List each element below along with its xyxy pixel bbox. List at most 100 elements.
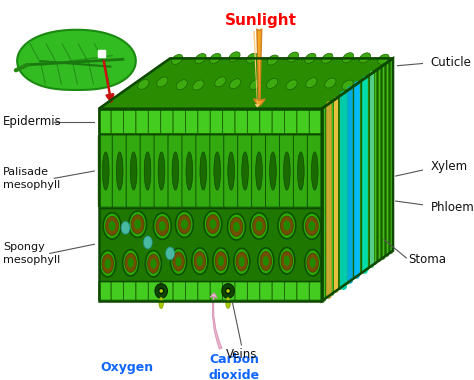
Text: Xylem: Xylem: [430, 160, 468, 173]
FancyBboxPatch shape: [280, 135, 294, 207]
FancyBboxPatch shape: [307, 135, 322, 207]
Ellipse shape: [278, 212, 296, 239]
FancyBboxPatch shape: [235, 282, 247, 300]
Ellipse shape: [194, 252, 206, 271]
FancyBboxPatch shape: [196, 135, 210, 207]
FancyBboxPatch shape: [272, 110, 284, 133]
Ellipse shape: [186, 152, 193, 190]
Ellipse shape: [159, 221, 166, 231]
Ellipse shape: [131, 215, 144, 234]
Ellipse shape: [207, 215, 219, 234]
FancyBboxPatch shape: [124, 110, 136, 133]
Ellipse shape: [155, 283, 167, 298]
Ellipse shape: [204, 211, 222, 238]
Text: Sunlight: Sunlight: [225, 13, 297, 28]
Ellipse shape: [129, 211, 146, 238]
FancyBboxPatch shape: [168, 135, 183, 207]
FancyBboxPatch shape: [198, 282, 210, 300]
Ellipse shape: [157, 77, 168, 87]
Ellipse shape: [128, 258, 134, 268]
Ellipse shape: [143, 236, 152, 249]
Ellipse shape: [159, 298, 164, 308]
FancyBboxPatch shape: [210, 110, 223, 133]
FancyBboxPatch shape: [161, 282, 173, 300]
Ellipse shape: [256, 221, 263, 231]
Ellipse shape: [267, 55, 278, 65]
Ellipse shape: [172, 152, 179, 190]
Ellipse shape: [130, 152, 137, 190]
FancyBboxPatch shape: [99, 110, 111, 133]
Ellipse shape: [125, 253, 137, 272]
Ellipse shape: [175, 211, 193, 238]
Ellipse shape: [322, 53, 333, 63]
Ellipse shape: [310, 258, 316, 268]
Text: Spongy
mesophyll: Spongy mesophyll: [3, 242, 61, 264]
Ellipse shape: [228, 152, 235, 190]
Ellipse shape: [378, 54, 389, 64]
Ellipse shape: [218, 256, 224, 266]
Ellipse shape: [283, 152, 290, 190]
Ellipse shape: [342, 53, 354, 63]
Polygon shape: [99, 135, 322, 207]
Ellipse shape: [286, 80, 297, 90]
Polygon shape: [99, 59, 393, 109]
FancyBboxPatch shape: [98, 135, 113, 207]
Text: Carbon
dioxide: Carbon dioxide: [209, 353, 260, 380]
Text: Palisade
mesophyll: Palisade mesophyll: [3, 167, 61, 190]
Text: Epidermis: Epidermis: [3, 115, 62, 128]
Polygon shape: [98, 50, 105, 57]
FancyBboxPatch shape: [260, 282, 272, 300]
FancyBboxPatch shape: [136, 110, 148, 133]
Ellipse shape: [138, 79, 149, 89]
Ellipse shape: [210, 219, 216, 229]
Text: Veins: Veins: [226, 348, 257, 361]
Ellipse shape: [105, 259, 111, 269]
FancyBboxPatch shape: [223, 282, 235, 300]
Ellipse shape: [116, 152, 123, 190]
FancyBboxPatch shape: [247, 110, 260, 133]
Ellipse shape: [193, 80, 204, 90]
FancyBboxPatch shape: [161, 110, 173, 133]
FancyBboxPatch shape: [260, 110, 272, 133]
Ellipse shape: [222, 283, 234, 298]
FancyBboxPatch shape: [224, 135, 238, 207]
Ellipse shape: [134, 219, 141, 229]
Text: Stoma: Stoma: [408, 253, 446, 266]
Ellipse shape: [213, 248, 229, 274]
Ellipse shape: [158, 152, 165, 190]
Ellipse shape: [176, 80, 187, 90]
Ellipse shape: [165, 247, 174, 260]
Ellipse shape: [306, 78, 317, 88]
Ellipse shape: [103, 213, 121, 239]
Text: Cuticle: Cuticle: [430, 57, 471, 70]
Ellipse shape: [230, 217, 243, 236]
Ellipse shape: [226, 288, 231, 294]
FancyBboxPatch shape: [173, 110, 185, 133]
Ellipse shape: [311, 152, 318, 190]
FancyBboxPatch shape: [310, 282, 322, 300]
Ellipse shape: [303, 213, 321, 239]
Ellipse shape: [175, 256, 182, 266]
Ellipse shape: [197, 256, 203, 266]
Ellipse shape: [229, 79, 241, 89]
Ellipse shape: [102, 254, 114, 273]
FancyBboxPatch shape: [173, 282, 185, 300]
FancyBboxPatch shape: [185, 282, 198, 300]
Ellipse shape: [270, 152, 276, 190]
Ellipse shape: [215, 252, 227, 271]
FancyBboxPatch shape: [293, 135, 308, 207]
Ellipse shape: [228, 214, 246, 240]
FancyBboxPatch shape: [284, 110, 297, 133]
Ellipse shape: [250, 79, 261, 89]
Ellipse shape: [121, 222, 130, 234]
Ellipse shape: [281, 251, 292, 270]
Ellipse shape: [215, 77, 226, 87]
Ellipse shape: [210, 53, 221, 63]
Ellipse shape: [195, 54, 206, 63]
Ellipse shape: [258, 248, 274, 274]
Ellipse shape: [253, 217, 265, 236]
Ellipse shape: [159, 289, 163, 293]
Ellipse shape: [325, 78, 336, 88]
FancyBboxPatch shape: [247, 282, 260, 300]
FancyBboxPatch shape: [297, 110, 310, 133]
